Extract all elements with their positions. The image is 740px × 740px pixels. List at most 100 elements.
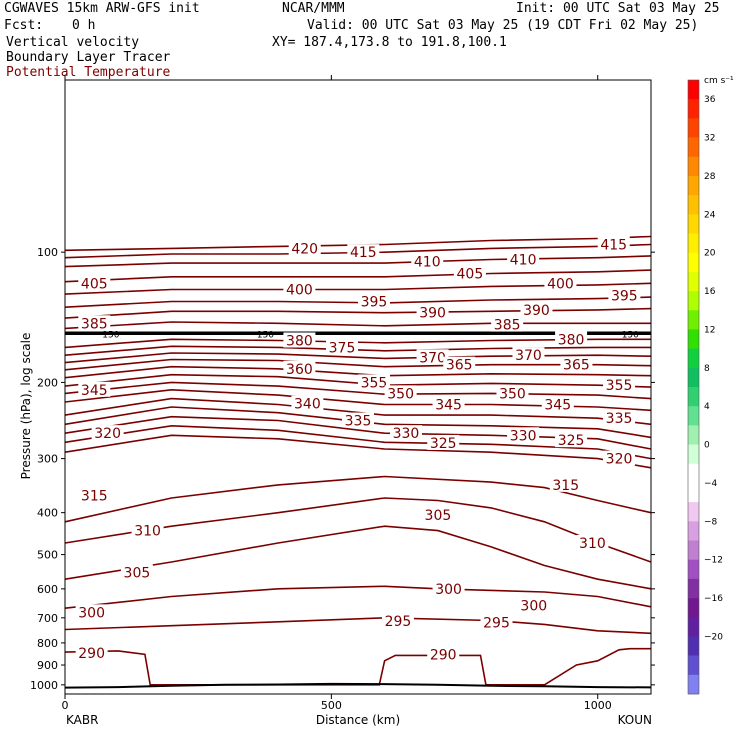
org-label: NCAR/MMM bbox=[282, 1, 345, 16]
contour-label-bg bbox=[78, 315, 111, 331]
contour-label: 360 bbox=[286, 362, 313, 378]
colorbar-swatch bbox=[688, 636, 699, 656]
contour-label: 350 bbox=[499, 386, 526, 402]
model-title: CGWAVES 15km ARW-GFS init bbox=[4, 1, 200, 16]
contour-label: 370 bbox=[419, 350, 446, 366]
colorbar-label: −4 bbox=[704, 479, 718, 489]
colorbar-label: 32 bbox=[704, 134, 715, 144]
contour-label: 395 bbox=[361, 294, 388, 310]
contour-label: 365 bbox=[563, 358, 590, 374]
contour-label: 420 bbox=[291, 241, 318, 257]
contour-label: 345 bbox=[81, 383, 108, 399]
contour-label: 290 bbox=[430, 647, 457, 663]
contour-label-bg bbox=[357, 374, 390, 390]
colorbar-label: −12 bbox=[704, 556, 723, 566]
contour-label: 295 bbox=[385, 614, 412, 630]
contour-label-bg bbox=[411, 253, 444, 269]
contour-label: 410 bbox=[414, 254, 441, 270]
contour-label-bg bbox=[443, 356, 476, 372]
colorbar-swatch bbox=[688, 444, 699, 465]
theta-contour-405 bbox=[64, 269, 652, 283]
contour-label: 390 bbox=[523, 303, 550, 319]
contour-label-bg bbox=[507, 427, 540, 443]
colorbar-label: 28 bbox=[704, 172, 716, 182]
contour-label-bg bbox=[597, 236, 630, 252]
tropopause-label: 150 bbox=[257, 330, 274, 340]
colorbar-swatch bbox=[688, 406, 699, 426]
colorbar-swatch bbox=[688, 214, 699, 234]
x-tick-label: 1000 bbox=[584, 699, 612, 712]
contour-label: 400 bbox=[286, 283, 313, 299]
contour-label: 355 bbox=[606, 378, 633, 394]
colorbar-unit: cm s⁻¹ bbox=[704, 76, 734, 86]
colorbar-swatch bbox=[688, 137, 699, 158]
contour-label-bg bbox=[381, 613, 414, 629]
colorbar-swatch bbox=[688, 252, 699, 273]
contour-label-bg bbox=[342, 412, 374, 428]
valid-time: Valid: 00 UTC Sat 03 May 25 (19 CDT Fri … bbox=[307, 18, 699, 33]
colorbar-swatch bbox=[688, 502, 699, 522]
contour-label: 330 bbox=[393, 426, 420, 442]
contour-label-bg bbox=[326, 339, 359, 355]
forecast-label: Fcst: bbox=[4, 18, 44, 33]
contour-label-bg bbox=[491, 316, 524, 332]
contour-label-bg bbox=[416, 349, 449, 365]
contour-label-bg bbox=[541, 396, 574, 412]
colorbar-label: 8 bbox=[704, 364, 710, 374]
theta-contour-365 bbox=[64, 358, 652, 371]
contour-label-bg bbox=[544, 275, 577, 291]
colorbar-swatch bbox=[688, 463, 699, 484]
colorbar-swatch bbox=[688, 559, 699, 580]
theta-contour-420 bbox=[64, 235, 652, 252]
colorbar-swatch bbox=[688, 118, 699, 138]
contour-label-bg bbox=[427, 646, 460, 662]
colorbar-swatch bbox=[688, 598, 699, 618]
colorbar-swatch bbox=[688, 387, 699, 407]
colorbar-swatch bbox=[688, 156, 699, 177]
contour-label: 320 bbox=[94, 426, 121, 442]
colorbar-swatch bbox=[688, 540, 699, 560]
x-tick-label: 0 bbox=[62, 699, 69, 712]
colorbar-swatch bbox=[688, 348, 699, 369]
contour-label-bg bbox=[603, 377, 636, 393]
field-vertical-velocity: Vertical velocity bbox=[6, 35, 140, 50]
cross-section-endpoints: XY= 187.4,173.8 to 191.8,100.1 bbox=[272, 35, 507, 50]
contour-label: 415 bbox=[350, 245, 377, 261]
contour-label-bg bbox=[288, 240, 321, 256]
y-tick-label: 1000 bbox=[30, 679, 58, 692]
contour-label: 335 bbox=[606, 411, 633, 427]
contour-label-bg bbox=[549, 476, 582, 492]
contour-label: 350 bbox=[387, 386, 414, 402]
contour-label-bg bbox=[555, 331, 588, 347]
contour-label: 310 bbox=[134, 524, 161, 540]
contour-label-bg bbox=[512, 347, 545, 363]
colorbar-swatch bbox=[688, 291, 699, 311]
contour-label-bg bbox=[75, 604, 108, 620]
colorbar-label: 24 bbox=[704, 210, 716, 220]
colorbar-swatch bbox=[688, 175, 699, 196]
y-tick-label: 500 bbox=[37, 549, 58, 562]
contour-label: 400 bbox=[547, 276, 574, 292]
contour-label: 395 bbox=[611, 289, 638, 305]
contour-label: 310 bbox=[579, 536, 606, 552]
contour-label: 345 bbox=[435, 398, 462, 414]
init-time: Init: 00 UTC Sat 03 May 25 bbox=[516, 1, 720, 16]
contour-label-bg bbox=[507, 251, 540, 267]
y-axis-label: Pressure (hPa), log scale bbox=[19, 333, 33, 480]
contour-label-bg bbox=[283, 332, 316, 348]
colorbar-label: 12 bbox=[704, 325, 715, 335]
theta-contour-410 bbox=[64, 255, 652, 268]
contour-label-bg bbox=[283, 360, 316, 376]
forecast-hour: 0 h bbox=[72, 18, 96, 33]
colorbar-swatch bbox=[688, 482, 699, 503]
contour-label-bg bbox=[384, 385, 417, 401]
colorbar: cm s⁻¹ 36 32 28 24 20 16 12 8 4 0 −4 −8 −12 −16 −20 bbox=[687, 76, 734, 695]
contour-label-bg bbox=[421, 506, 454, 522]
colorbar-label: −16 bbox=[704, 594, 723, 604]
contour-label-bg bbox=[78, 275, 111, 291]
theta-contour-320 bbox=[64, 434, 652, 469]
y-tick-label: 200 bbox=[37, 376, 58, 389]
theta-contour-330 bbox=[64, 415, 652, 450]
contour-label-bg bbox=[416, 304, 449, 320]
